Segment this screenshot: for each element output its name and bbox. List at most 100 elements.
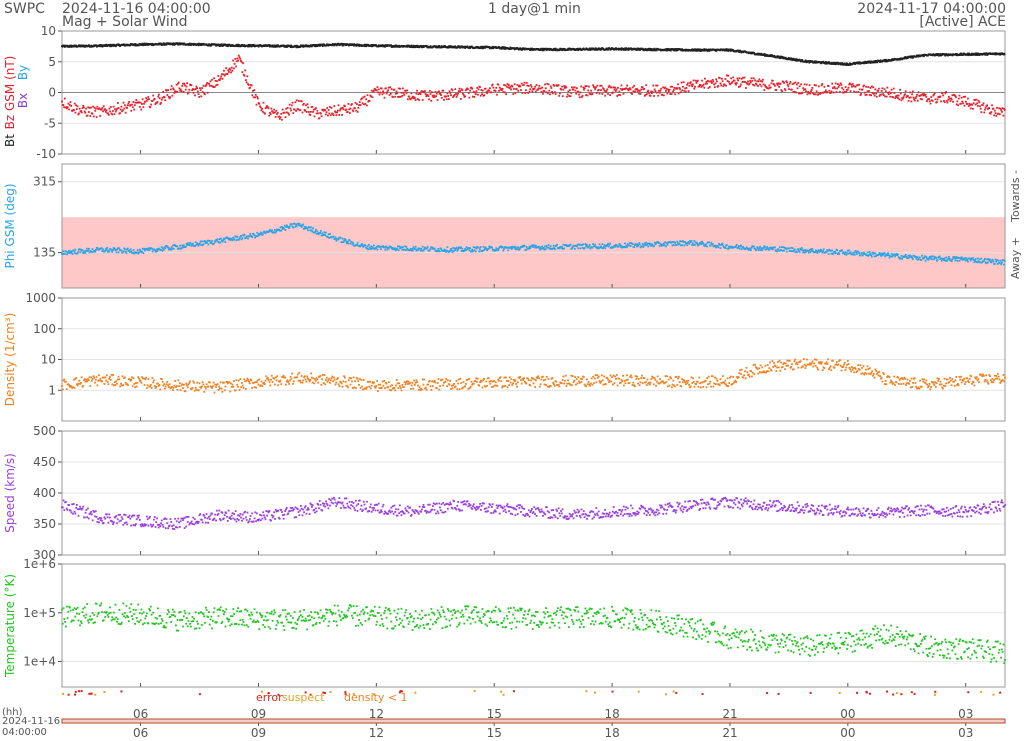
agency-label: SWPC (4, 1, 45, 17)
data-point (498, 86, 501, 89)
data-point (262, 101, 265, 104)
data-point (339, 43, 342, 46)
data-point (283, 44, 286, 47)
data-point (729, 83, 732, 86)
data-point (853, 253, 856, 256)
data-point (125, 251, 128, 254)
data-point (724, 48, 727, 51)
data-point (831, 82, 834, 85)
series-bz-gsm (61, 54, 1006, 121)
data-point (315, 228, 317, 231)
data-point (295, 46, 298, 49)
data-point (952, 100, 955, 103)
data-point (588, 85, 590, 88)
data-point (344, 239, 347, 241)
data-point (376, 248, 379, 251)
data-point (883, 88, 886, 91)
data-point (385, 87, 387, 90)
y-tick-label: 1000 (25, 291, 56, 305)
data-point (983, 52, 986, 55)
data-point (66, 107, 68, 110)
data-point (768, 54, 771, 57)
data-point (480, 89, 483, 91)
data-point (799, 247, 802, 250)
data-point (495, 86, 498, 89)
data-point (595, 92, 598, 95)
data-point (409, 249, 411, 252)
data-point (783, 249, 786, 252)
data-point (563, 87, 566, 89)
data-point (495, 247, 498, 250)
data-point (963, 258, 966, 261)
data-point (146, 43, 149, 46)
data-point (592, 243, 595, 245)
data-point (812, 93, 815, 96)
data-point (677, 92, 680, 95)
data-point (478, 250, 481, 253)
data-point (904, 90, 907, 93)
data-point (614, 90, 617, 92)
data-point (705, 48, 707, 51)
data-point (754, 82, 757, 85)
data-point (989, 112, 992, 115)
data-point (477, 88, 480, 91)
data-point (182, 246, 184, 249)
data-point (223, 238, 226, 241)
data-point (345, 44, 348, 47)
data-point (958, 259, 961, 262)
data-point (601, 243, 604, 246)
data-point (138, 248, 141, 251)
data-point (173, 384, 176, 387)
data-point (232, 237, 235, 240)
data-point (868, 93, 871, 96)
data-point (770, 247, 773, 250)
data-point (435, 45, 438, 48)
data-point (643, 94, 646, 97)
data-point (694, 243, 696, 246)
data-point (609, 94, 612, 96)
data-point (465, 246, 468, 249)
data-point (212, 381, 215, 384)
data-point (714, 244, 717, 247)
data-point (178, 382, 181, 385)
data-point (150, 247, 153, 250)
data-point (428, 98, 430, 101)
data-point (355, 44, 358, 47)
data-point (585, 85, 588, 88)
data-point (83, 44, 86, 47)
data-point (781, 246, 783, 249)
data-point (868, 251, 871, 253)
data-point (890, 88, 893, 91)
data-point (175, 83, 178, 86)
data-point (655, 49, 658, 52)
data-point (853, 251, 856, 254)
data-point (116, 382, 118, 385)
data-point (506, 246, 509, 249)
data-point (294, 101, 297, 104)
data-point (153, 385, 156, 387)
data-point (947, 95, 950, 98)
data-point (261, 110, 264, 113)
data-point (534, 90, 537, 93)
data-point (367, 248, 370, 251)
data-point (141, 42, 144, 45)
data-point (560, 88, 563, 91)
data-point (322, 109, 325, 112)
data-point (826, 91, 829, 93)
data-point (413, 45, 416, 47)
data-point (235, 65, 237, 68)
data-point (96, 384, 99, 387)
data-point (699, 84, 702, 86)
data-point (681, 89, 684, 92)
data-point (128, 249, 131, 252)
data-point (845, 64, 848, 66)
panel-frame (61, 163, 1006, 289)
data-point (960, 53, 963, 56)
data-point (124, 250, 127, 253)
data-point (700, 86, 703, 88)
data-point (112, 44, 115, 47)
data-point (132, 101, 135, 103)
data-point (942, 257, 945, 260)
data-point (172, 387, 175, 389)
data-point (988, 107, 991, 109)
